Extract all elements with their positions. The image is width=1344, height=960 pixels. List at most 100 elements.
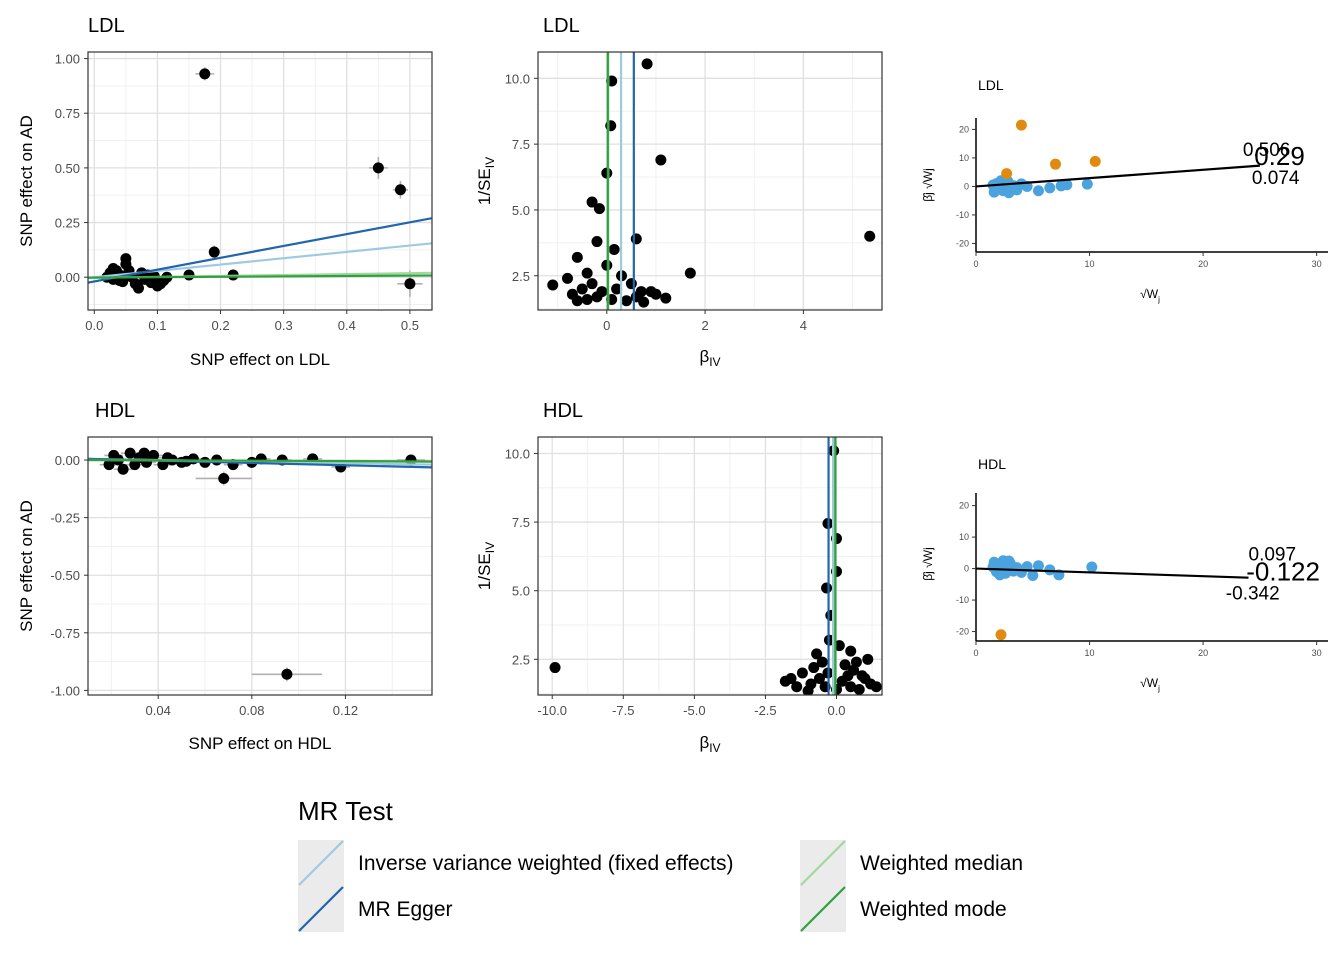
data-point [107,262,119,274]
plot-area [987,119,1101,199]
x-axis-label: √Wj [1140,676,1160,693]
data-point [833,640,845,652]
data-point-valid [1081,178,1093,190]
estimate-annotation: 0.097 [1249,544,1297,565]
panel-ldl-scatter: LDL 0.0 0.1 0.2 0.3 0.4 0.5 0.00 0.25 0.50 0.75 1.0… [17,15,433,369]
x-tick-label: 0.08 [239,703,264,718]
panel-title: LDL [88,15,125,37]
estimate-annotation: 0.29 [1254,141,1305,171]
x-tick-label: 2 [701,318,708,333]
data-point-valid [1032,185,1044,197]
estimate-annotation: 0.074 [1252,168,1300,189]
data-point [870,681,882,693]
regression-line-wmode [88,274,432,279]
panel-border [87,436,433,696]
data-point [630,291,642,303]
x-axis-label-sub: j [1157,295,1160,304]
data-point [549,662,561,674]
data-point [845,645,857,657]
data-point [641,58,653,70]
data-point [124,447,136,459]
data-point [611,283,623,295]
panel-border [537,436,883,696]
y-tick-label: -10 [956,210,969,220]
data-point [813,673,825,685]
y-tick-label: 5.0 [512,203,530,218]
data-point [845,681,857,693]
data-point [394,184,406,196]
data-point-valid [1032,560,1044,572]
plot-area [538,437,882,695]
data-point [199,68,211,80]
data-point [625,278,637,290]
data-point [218,472,230,484]
data-point [859,673,871,685]
panel-title: LDL [543,15,580,37]
data-point-valid [1003,187,1015,199]
data-point [811,648,823,660]
data-point-valid [1027,570,1039,582]
x-tick-label: 0.3 [275,318,293,333]
legend-key-line [298,886,344,932]
data-point [796,667,808,679]
y-tick-label: 0 [964,181,969,191]
data-point [593,203,605,215]
data-point [148,449,160,461]
data-point [660,292,672,304]
x-tick-label: 0.5 [401,318,419,333]
plot-area [88,52,432,310]
data-point [802,685,814,695]
data-point [404,278,416,290]
data-point-outlier [995,629,1007,641]
panel-title: LDL [978,77,1004,93]
data-point [620,295,632,307]
data-point [281,668,293,680]
data-point [586,196,598,208]
panel-hdl-radial: HDL 0.097-0.122-0.342 0 10 20 30 -20 -10 0 10 20 √W… [921,456,1328,693]
data-point-valid [1044,564,1056,576]
y-tick-label: 0.25 [55,216,80,231]
y-tick-label: 20 [959,124,969,134]
data-point [821,582,833,594]
x-tick-label: 0.0 [85,318,103,333]
panel-title: HDL [543,400,583,422]
x-tick-label: 30 [1312,648,1322,658]
x-tick-label: 30 [1312,259,1322,269]
y-tick-label: 10.0 [505,71,530,86]
y-tick-label: 0.00 [55,270,80,285]
data-point [129,278,141,290]
y-tick-label: -20 [956,627,969,637]
regression-line-wmode [88,458,432,463]
data-point-valid [994,569,1006,581]
y-tick-label: -1.00 [50,683,80,698]
y-tick-label: 2.5 [512,269,530,284]
data-point-outlier [1001,168,1013,180]
x-tick-label: 20 [1198,648,1208,658]
x-tick-label: 0.4 [338,318,356,333]
y-tick-label: 1.00 [55,52,80,67]
y-tick-label: -0.50 [50,568,80,583]
legend-item-label: MR Egger [358,898,453,921]
data-point [785,673,797,685]
data-point [816,656,828,668]
fit-line [975,567,1249,579]
data-point [608,243,620,255]
y-tick-label: 7.5 [512,515,530,530]
y-axis-label: SNP effect on AD [17,115,36,247]
data-point [129,459,141,471]
y-tick-label: -20 [956,238,969,248]
x-tick-label: 0.0 [827,703,845,718]
x-axis-label: √Wj [1140,287,1160,304]
x-axis-label: βIV [699,733,720,755]
y-tick-label: 0.50 [55,161,80,176]
fit-line [975,164,1260,188]
data-point-valid [988,556,1000,568]
y-tick-label: 10 [959,532,969,542]
legend-item-label: Inverse variance weighted (fixed effects… [358,852,733,875]
x-tick-label: 0 [973,259,978,269]
y-tick-label: 0 [964,564,969,574]
estimate-annotation: 0.506 [1243,140,1291,161]
x-tick-label: 0.1 [148,318,166,333]
y-tick-label: 2.5 [512,652,530,667]
